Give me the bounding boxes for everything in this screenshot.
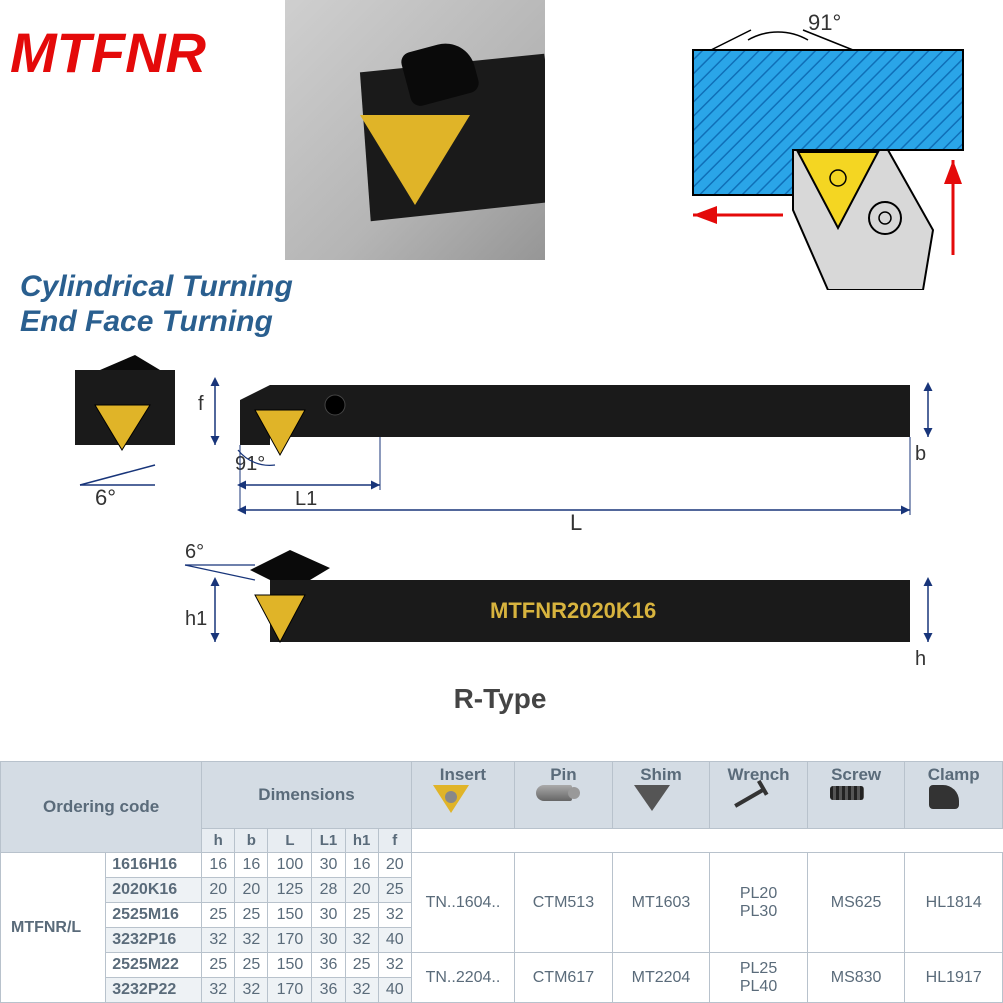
- dim-cell: 32: [345, 978, 378, 1003]
- dim-cell: 36: [312, 953, 345, 978]
- ordering-code: 3232P16: [106, 928, 202, 953]
- dim-cell: 150: [268, 953, 312, 978]
- col-screw: Screw: [807, 762, 905, 829]
- group2-wrench: PL25PL40: [710, 953, 808, 1003]
- dim-cell: 100: [268, 853, 312, 878]
- group2-pin: CTM617: [515, 953, 613, 1003]
- svg-text:L1: L1: [295, 488, 317, 510]
- svg-text:L: L: [570, 510, 582, 535]
- dim-cell: 32: [378, 953, 411, 978]
- svg-text:h1: h1: [185, 608, 207, 630]
- col-wrench: Wrench: [710, 762, 808, 829]
- svg-text:h: h: [915, 648, 926, 670]
- pin-icon: [536, 785, 572, 801]
- dim-cell: 32: [235, 928, 268, 953]
- dim-cell: 170: [268, 978, 312, 1003]
- ordering-code: 2525M22: [106, 953, 202, 978]
- table-header-row: Ordering code Dimensions Insert Pin Shim…: [1, 762, 1003, 829]
- spec-table: Ordering code Dimensions Insert Pin Shim…: [0, 761, 1003, 1003]
- dim-cell: 32: [345, 928, 378, 953]
- ordering-code: 3232P22: [106, 978, 202, 1003]
- tool-photo: [285, 0, 545, 260]
- dim-cell: 25: [202, 903, 235, 928]
- dim-cell: 28: [312, 878, 345, 903]
- dimension-drawing: 6° f 91° b L1 L MTFNR2020K16 6°: [60, 350, 940, 690]
- dim-cell: 36: [312, 978, 345, 1003]
- col-dimensions: Dimensions: [202, 762, 412, 829]
- col-pin: Pin: [515, 762, 613, 829]
- dim-cell: 20: [378, 853, 411, 878]
- svg-text:b: b: [915, 443, 926, 465]
- dim-cell: 30: [312, 903, 345, 928]
- col-shim: Shim: [612, 762, 710, 829]
- dim-cell: 25: [202, 953, 235, 978]
- dim-cell: 20: [202, 878, 235, 903]
- subtitle-line2: End Face Turning: [20, 305, 293, 340]
- group1-clamp: HL1814: [905, 853, 1003, 953]
- ordering-code: 1616H16: [106, 853, 202, 878]
- subtitle: Cylindrical Turning End Face Turning: [20, 270, 293, 339]
- group2-screw: MS830: [807, 953, 905, 1003]
- group1-shim: MT1603: [612, 853, 710, 953]
- group2-clamp: HL1917: [905, 953, 1003, 1003]
- ordering-code: 2525M16: [106, 903, 202, 928]
- col-ordering: Ordering code: [1, 762, 202, 853]
- dim-cell: 125: [268, 878, 312, 903]
- svg-text:f: f: [198, 393, 204, 415]
- group1-insert: TN..1604..: [411, 853, 514, 953]
- model-prefix: MTFNR/L: [1, 853, 106, 1003]
- svg-text:6°: 6°: [95, 485, 116, 510]
- dim-cell: 20: [235, 878, 268, 903]
- dim-cell: 40: [378, 928, 411, 953]
- group2-shim: MT2204: [612, 953, 710, 1003]
- screw-icon: [830, 786, 864, 800]
- clamp-icon: [929, 785, 959, 809]
- table-body: MTFNR/L1616H161616100301620TN..1604..CTM…: [1, 853, 1003, 1003]
- table-row: 2525M222525150362532TN..2204..CTM617MT22…: [1, 953, 1003, 978]
- subcol-L: L: [268, 829, 312, 853]
- dim-cell: 16: [202, 853, 235, 878]
- subcol-h1: h1: [345, 829, 378, 853]
- type-label: R-Type: [454, 683, 547, 715]
- dim-cell: 25: [235, 903, 268, 928]
- col-clamp: Clamp: [905, 762, 1003, 829]
- group1-pin: CTM513: [515, 853, 613, 953]
- dim-cell: 25: [345, 903, 378, 928]
- insert-icon: [433, 785, 469, 813]
- shim-icon: [634, 785, 670, 811]
- dim-cell: 25: [235, 953, 268, 978]
- subtitle-line1: Cylindrical Turning: [20, 270, 293, 305]
- dim-cell: 25: [345, 953, 378, 978]
- wrench-icon: [734, 788, 764, 807]
- cutting-schematic: 91°: [653, 0, 983, 290]
- group1-screw: MS625: [807, 853, 905, 953]
- dim-cell: 16: [235, 853, 268, 878]
- subcol-L1: L1: [312, 829, 345, 853]
- dim-cell: 32: [378, 903, 411, 928]
- dim-cell: 32: [202, 978, 235, 1003]
- ordering-code: 2020K16: [106, 878, 202, 903]
- dim-cell: 25: [378, 878, 411, 903]
- group2-insert: TN..2204..: [411, 953, 514, 1003]
- group1-wrench: PL20PL30: [710, 853, 808, 953]
- dim-cell: 20: [345, 878, 378, 903]
- dim-cell: 32: [202, 928, 235, 953]
- angle-label: 91°: [808, 10, 841, 35]
- table-row: MTFNR/L1616H161616100301620TN..1604..CTM…: [1, 853, 1003, 878]
- svg-text:MTFNR2020K16: MTFNR2020K16: [490, 598, 656, 623]
- dim-cell: 16: [345, 853, 378, 878]
- subcol-f: f: [378, 829, 411, 853]
- dim-cell: 150: [268, 903, 312, 928]
- dim-cell: 30: [312, 928, 345, 953]
- tool-insert: [360, 115, 470, 205]
- dim-cell: 32: [235, 978, 268, 1003]
- dim-cell: 170: [268, 928, 312, 953]
- dim-cell: 40: [378, 978, 411, 1003]
- subcol-h: h: [202, 829, 235, 853]
- col-insert: Insert: [411, 762, 514, 829]
- product-title: MTFNR: [10, 20, 206, 85]
- dim-cell: 30: [312, 853, 345, 878]
- svg-text:6°: 6°: [185, 541, 204, 563]
- subcol-b: b: [235, 829, 268, 853]
